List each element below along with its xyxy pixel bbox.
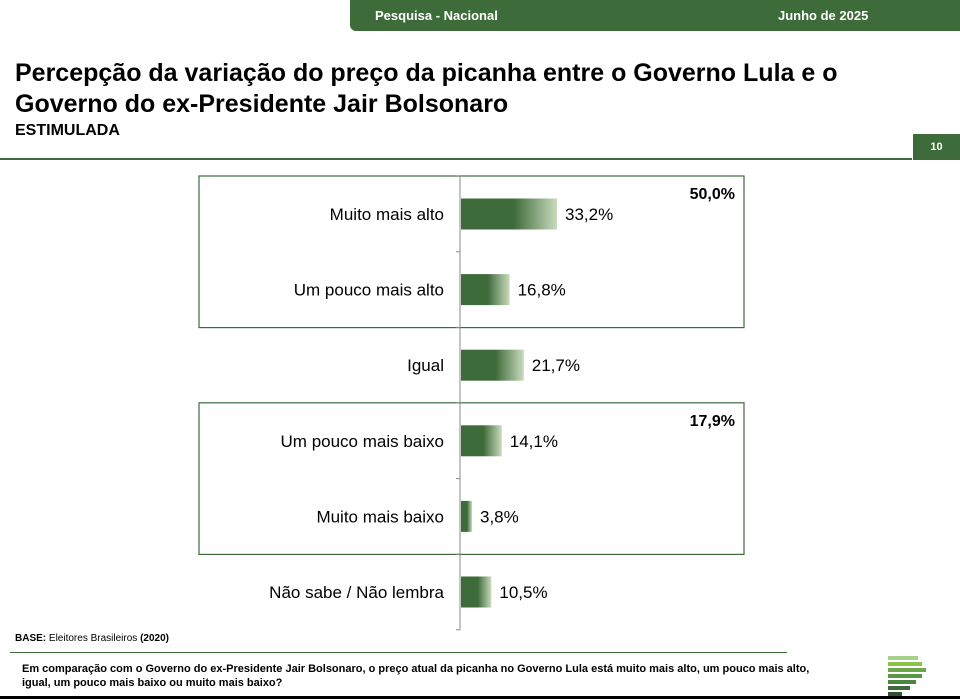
bar [461,349,524,381]
category-label: Muito mais alto [330,205,444,224]
page-subtitle: ESTIMULADA [15,122,120,139]
bar-value-label: 33,2% [565,205,613,224]
footer-divider [10,652,787,653]
page-title: Percepção da variação do preço da picanh… [15,59,838,118]
page-number-badge: 10 [913,134,960,160]
survey-label: Pesquisa - Nacional [375,8,498,23]
base-text: Eleitores Brasileiros [48,633,138,644]
group-box [198,175,745,329]
bar [461,576,492,608]
bar-value-label: 16,8% [518,281,566,300]
bar-value-label: 3,8% [480,507,519,526]
base-label: BASE: [15,633,47,644]
bar-value-label: 21,7% [532,356,580,375]
bar [461,500,472,532]
survey-question: Em comparação com o Governo do ex-Presid… [22,663,810,689]
bar [461,425,502,457]
brand-logo-icon [888,656,926,696]
group-total-label: 17,9% [690,413,735,430]
group-box [198,402,745,556]
date-label: Junho de 2025 [778,8,869,23]
bar-value-label: 10,5% [499,583,547,602]
bar [461,198,557,230]
group-total-label: 50,0% [690,186,735,203]
header-divider [0,158,912,160]
category-label: Não sabe / Não lembra [269,583,444,602]
bar [461,274,510,306]
header-bar: Pesquisa - Nacional Junho de 2025 [350,0,960,31]
category-label: Um pouco mais alto [294,281,444,300]
bar-chart: 50,0% 17,9% Muito mais alto 33,2% Um pouco m… [198,175,745,631]
category-label: Igual [407,356,444,375]
bar-value-label: 14,1% [510,432,558,451]
category-label: Um pouco mais baixo [281,432,444,451]
category-label: Muito mais baixo [316,507,444,526]
base-year: (2020) [140,633,169,644]
bottom-border [0,696,960,699]
base-note: BASE: Eleitores Brasileiros (2020) [15,633,169,644]
